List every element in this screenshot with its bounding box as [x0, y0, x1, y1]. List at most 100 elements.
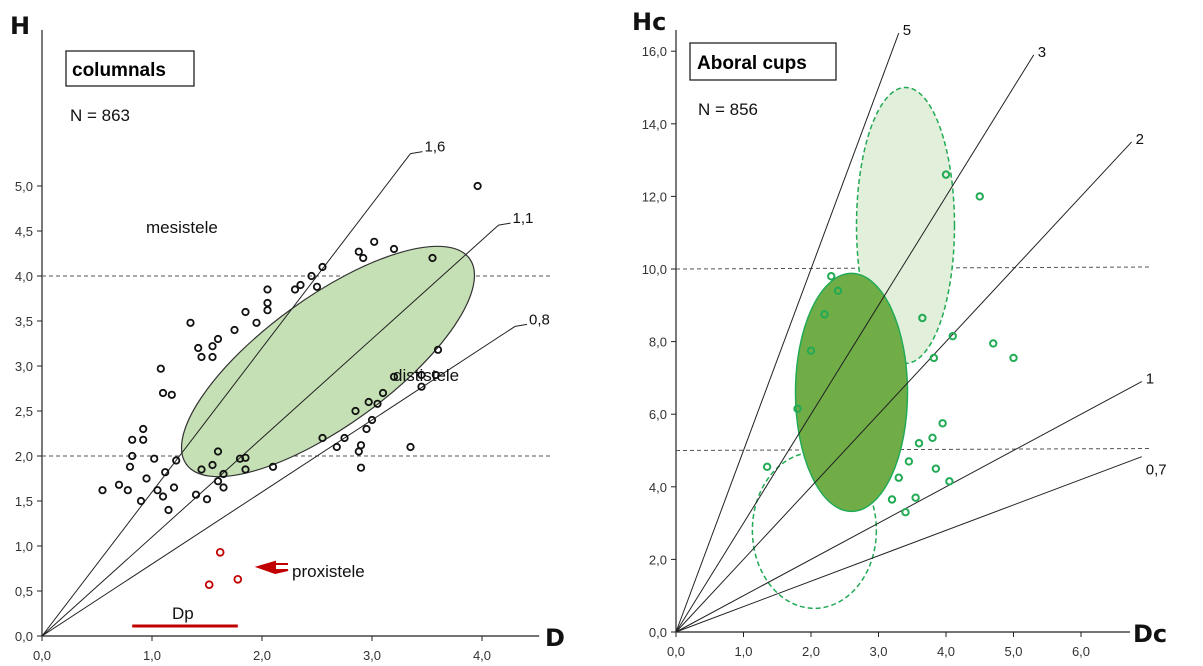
data-point [931, 464, 941, 473]
data-point [389, 244, 399, 254]
data-point [351, 406, 360, 416]
data-point [139, 424, 148, 434]
data-point [158, 388, 168, 398]
n-label: N = 856 [698, 100, 758, 119]
data-point [762, 462, 772, 472]
data-point [98, 486, 107, 495]
data-point [186, 318, 195, 327]
ratio-line [41, 224, 499, 637]
proxistele-point [215, 547, 225, 557]
data-point [219, 483, 228, 492]
x-axis-title: D [545, 624, 565, 652]
data-point [268, 462, 278, 471]
panel-aboral-cups: 0,0 1,0 2,0 3,0 4,0 5,0 6,0 0,0 2,0 4,0 6,0 8,0 10,0… [632, 8, 1167, 659]
ratio-line-label: 1 [1146, 371, 1154, 388]
ratio-line [675, 32, 900, 633]
y-tick-label: 2,0 [649, 552, 667, 567]
ratio-line-label: 0,7 [1146, 462, 1167, 479]
y-axis-title: H [10, 12, 30, 40]
data-point [158, 492, 168, 501]
x-tick-label: 3,0 [363, 648, 381, 663]
ratio-line-tail [498, 222, 511, 226]
data-point [428, 253, 437, 263]
data-point [128, 435, 137, 444]
data-point [125, 462, 135, 471]
data-point [230, 325, 239, 335]
data-point [153, 486, 162, 495]
y-tick-label: 2,0 [15, 449, 33, 464]
proxistele-point [233, 574, 243, 584]
n-label: N = 863 [70, 106, 130, 125]
data-point [367, 415, 377, 425]
x-tick-label: 0,0 [33, 648, 51, 663]
proxistele-arrow [254, 560, 289, 575]
ratio-line-label: 3 [1038, 44, 1046, 61]
data-point [307, 271, 316, 281]
ratio-line-tail [514, 323, 528, 327]
data-point [123, 486, 132, 495]
data-point [263, 298, 272, 308]
x-tick-label: 3,0 [869, 644, 887, 659]
data-point [202, 495, 212, 504]
data-point [191, 490, 201, 499]
y-tick-label: 2,5 [15, 404, 33, 419]
data-point [389, 372, 399, 381]
title-box [65, 50, 195, 87]
data-point [918, 313, 927, 323]
y-tick-label: 3,5 [15, 314, 33, 329]
y-tick-label: 8,0 [649, 335, 667, 350]
ratio-line-label: 1,6 [425, 139, 446, 156]
data-point [169, 483, 179, 492]
data-point [172, 456, 181, 465]
data-point [887, 495, 897, 504]
x-tick-label: 5,0 [1004, 644, 1022, 659]
y-tick-label: 16,0 [642, 44, 667, 59]
data-point [114, 480, 124, 489]
data-point [356, 441, 366, 450]
data-point [914, 439, 924, 448]
data-point [1009, 353, 1018, 363]
x-tick-label: 1,0 [143, 648, 161, 663]
x-tick-label: 4,0 [937, 644, 955, 659]
y-tick-label: 3,0 [15, 359, 33, 374]
dististele-label: dististele [393, 366, 459, 385]
data-point [989, 339, 998, 348]
data-point [378, 388, 388, 398]
data-point [417, 370, 426, 380]
y-tick-label: 4,0 [15, 269, 33, 284]
data-point [793, 404, 802, 413]
data-point [161, 468, 170, 477]
data-point [139, 435, 148, 444]
data-point [136, 496, 146, 506]
panel-columnals: 0,0 1,0 2,0 3,0 4,0 0,0 0,5 1,0 1,5 2,0 2,5 3,0 3,5 4… [10, 12, 565, 663]
ratio-line-label: 2 [1136, 131, 1144, 148]
data-point [945, 477, 954, 486]
ratio-line [41, 153, 411, 637]
y-tick-label: 6,0 [649, 407, 667, 422]
data-point [806, 346, 816, 355]
y-tick-label: 10,0 [642, 262, 667, 277]
data-point [197, 465, 206, 474]
y-tick-label: 5,0 [15, 179, 33, 194]
data-point [290, 285, 300, 294]
data-point [433, 345, 443, 354]
x-tick-label: 2,0 [253, 648, 271, 663]
proxistele-point [204, 580, 214, 589]
ratio-line-tail [410, 151, 423, 155]
data-point [142, 474, 151, 483]
ratio-line [675, 381, 1142, 633]
ratio-line-label: 0,8 [529, 311, 550, 328]
chart-title: columnals [72, 60, 166, 81]
proxistele-label: proxistele [292, 562, 365, 581]
ratio-line [675, 141, 1132, 633]
ratio-line-label: 1,1 [513, 210, 534, 227]
data-point [941, 170, 951, 179]
data-point [318, 262, 327, 272]
data-point [208, 460, 217, 470]
y-tick-label: 1,0 [15, 539, 33, 554]
y-tick-label: 0,5 [15, 584, 33, 599]
y-tick-label: 14,0 [642, 117, 667, 132]
data-point [213, 447, 223, 456]
data-point [417, 382, 426, 391]
data-point [473, 181, 482, 191]
